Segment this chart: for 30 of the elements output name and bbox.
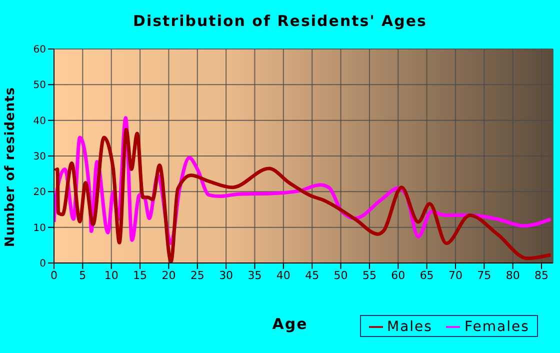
- y-tick-label: 10: [33, 222, 46, 234]
- x-tick-label: 25: [190, 268, 204, 282]
- x-tick-label: 75: [477, 268, 492, 282]
- chart-title: Distribution of Residents' Ages: [132, 12, 428, 30]
- y-tick-label: 60: [33, 44, 46, 56]
- x-tick-label: 85: [534, 268, 549, 282]
- x-tick-label: 50: [334, 268, 348, 282]
- x-tick-label: 5: [79, 268, 86, 282]
- x-tick-label: 35: [248, 268, 262, 282]
- x-tick-label: 20: [162, 268, 176, 282]
- y-axis-title: Number of residents: [3, 86, 19, 250]
- x-tick-label: 0: [50, 268, 58, 282]
- x-tick-label: 40: [276, 268, 290, 282]
- x-tick-label: 55: [362, 268, 376, 282]
- x-tick-label: 65: [420, 268, 434, 282]
- y-tick-label: 50: [33, 80, 46, 92]
- x-tick-label: 80: [506, 268, 520, 282]
- x-tick-label: 15: [133, 268, 148, 282]
- x-tick-label: 70: [448, 268, 462, 282]
- legend-label: Males: [387, 319, 432, 335]
- y-tick-label: 0: [40, 258, 46, 270]
- y-tick-label: 40: [33, 116, 46, 127]
- x-tick-label: 45: [305, 268, 320, 282]
- x-tick-label: 30: [219, 268, 234, 282]
- x-axis-title: Age: [272, 315, 308, 333]
- x-tick-label: 60: [391, 268, 406, 282]
- legend-label: Females: [464, 319, 530, 335]
- y-tick-label: 20: [33, 187, 46, 198]
- y-tick-label: 30: [33, 152, 46, 163]
- x-tick-label: 10: [104, 268, 118, 282]
